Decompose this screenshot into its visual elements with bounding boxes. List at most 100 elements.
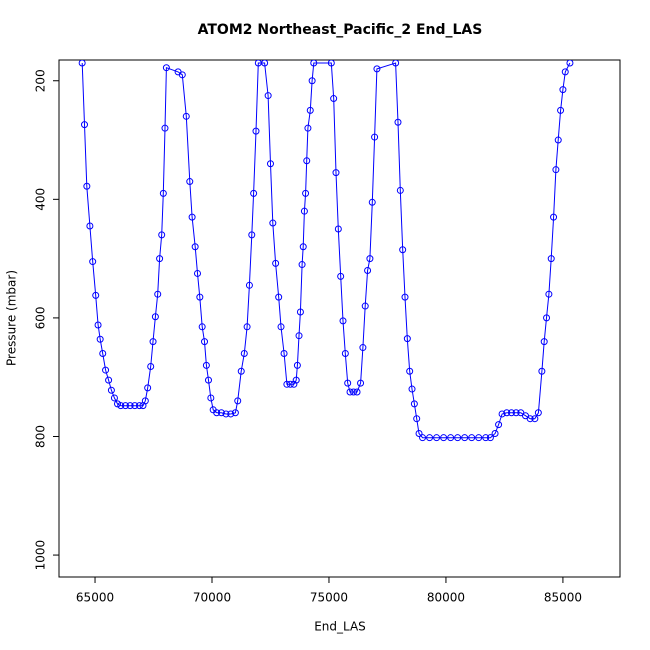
data-point	[156, 255, 164, 263]
data-point	[261, 60, 269, 67]
data-point	[557, 106, 565, 114]
data-point	[461, 434, 469, 442]
data-point	[298, 261, 306, 269]
data-point	[266, 160, 274, 168]
data-point	[561, 68, 569, 76]
data-point	[339, 317, 347, 325]
data-point	[99, 349, 107, 357]
data-point	[491, 430, 499, 438]
data-point	[204, 376, 212, 384]
data-point	[498, 410, 506, 418]
data-point	[341, 349, 349, 357]
data-point	[408, 385, 416, 393]
data-point	[359, 344, 367, 352]
data-point	[419, 434, 427, 442]
data-point	[188, 213, 196, 221]
data-point	[371, 133, 379, 141]
data-point	[92, 291, 100, 299]
data-point	[248, 231, 256, 239]
data-point	[295, 332, 303, 340]
data-point	[399, 246, 407, 254]
data-point	[334, 225, 342, 233]
data-point	[286, 380, 294, 388]
data-point	[566, 60, 574, 67]
y-tick-label: 1000	[34, 540, 48, 571]
data-point	[495, 421, 503, 429]
data-point	[126, 402, 134, 410]
data-point	[486, 434, 494, 442]
data-point	[252, 127, 260, 135]
data-point	[227, 410, 235, 418]
data-point	[559, 86, 567, 94]
data-point	[364, 266, 372, 274]
data-point	[534, 409, 542, 417]
y-tick-label: 400	[34, 188, 48, 211]
data-point	[353, 388, 361, 396]
data-point	[308, 77, 316, 85]
data-point	[306, 106, 314, 114]
data-point	[198, 323, 206, 331]
data-point	[159, 189, 167, 197]
data-point	[531, 415, 539, 423]
data-point	[105, 376, 113, 384]
y-tick-label: 200	[34, 69, 48, 92]
data-point	[201, 338, 209, 346]
data-point	[330, 95, 338, 103]
data-point	[503, 409, 511, 417]
data-point	[413, 415, 421, 423]
data-point	[280, 349, 288, 357]
data-point	[269, 219, 277, 227]
x-axis-label: End_LAS	[314, 620, 366, 634]
data-point	[540, 338, 548, 346]
data-point	[475, 434, 483, 442]
data-point	[96, 335, 104, 343]
data-point	[406, 367, 414, 375]
data-point	[149, 338, 157, 346]
data-line	[81, 62, 571, 439]
data-point	[552, 166, 560, 174]
data-point	[396, 186, 404, 194]
x-tick-label: 85000	[544, 591, 582, 605]
data-point	[158, 231, 166, 239]
data-point	[296, 308, 304, 316]
data-point	[545, 290, 553, 298]
data-point	[299, 243, 307, 251]
x-tick-label: 65000	[76, 591, 114, 605]
data-point	[368, 198, 376, 206]
data-point	[141, 397, 149, 405]
data-point	[401, 293, 409, 301]
data-point	[144, 384, 152, 392]
data-point	[346, 388, 354, 396]
data-point	[151, 313, 159, 321]
data-point	[538, 367, 546, 375]
data-point	[526, 415, 534, 423]
data-point	[135, 402, 143, 410]
data-point	[117, 402, 125, 410]
data-point	[394, 118, 402, 126]
data-point	[410, 400, 418, 408]
data-point	[292, 376, 300, 384]
data-point	[162, 64, 170, 72]
data-point	[240, 349, 248, 357]
data-point	[196, 293, 204, 301]
data-point	[277, 323, 285, 331]
data-point	[293, 361, 301, 369]
data-point	[186, 178, 194, 186]
data-point	[178, 71, 186, 79]
data-point	[243, 323, 251, 331]
data-point	[94, 321, 102, 329]
data-point	[102, 366, 110, 374]
data-point	[86, 222, 94, 230]
data-point	[392, 60, 400, 67]
data-point	[147, 363, 155, 371]
data-point	[272, 259, 280, 267]
data-point	[415, 430, 423, 438]
data-point	[217, 409, 225, 417]
data-point	[304, 124, 312, 132]
data-point	[231, 409, 239, 417]
data-point	[191, 243, 199, 251]
data-point	[327, 60, 335, 67]
x-tick-label: 75000	[310, 591, 348, 605]
data-point	[426, 434, 434, 442]
